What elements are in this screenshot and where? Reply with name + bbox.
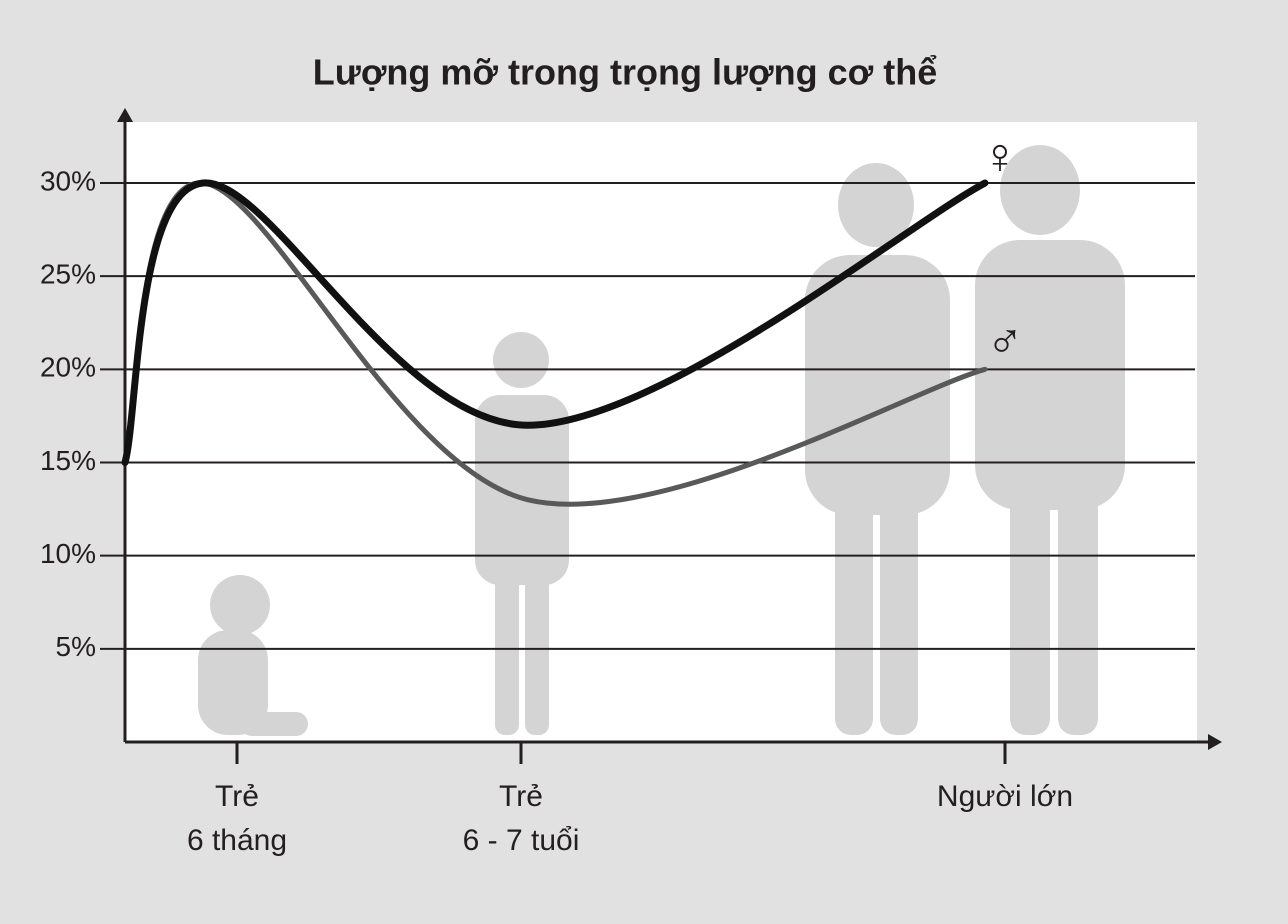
- x-tick-label: Trẻ 6 - 7 tuổi: [462, 780, 580, 857]
- silhouette-man: [1000, 145, 1080, 235]
- silhouette-man: [1010, 480, 1050, 735]
- x-axis-arrow: [1208, 734, 1222, 750]
- silhouette-child: [493, 332, 549, 388]
- legend-symbol: ♀: [981, 128, 1019, 184]
- silhouette-man: [975, 240, 1125, 510]
- y-tick-label: 5%: [56, 631, 96, 662]
- silhouette-child: [495, 570, 519, 735]
- silhouette-man: [1058, 480, 1098, 735]
- silhouette-woman: [805, 255, 950, 515]
- silhouette-baby: [240, 712, 308, 736]
- y-tick-label: 20%: [40, 352, 96, 383]
- silhouette-woman: [835, 480, 873, 735]
- grid: [100, 182, 1195, 650]
- silhouette-baby: [198, 630, 268, 735]
- silhouette-child: [475, 395, 569, 585]
- data-line: [121, 179, 989, 466]
- chart-title: Lượng mỡ trong trọng lượng cơ thể: [313, 52, 937, 93]
- legend-symbol: ♂: [986, 313, 1024, 369]
- silhouette-child: [525, 570, 549, 735]
- y-axis-arrow: [117, 108, 133, 122]
- y-tick-label: 15%: [40, 445, 96, 476]
- silhouette-woman: [880, 480, 918, 735]
- y-tick-label: 25%: [40, 259, 96, 290]
- silhouettes: [198, 145, 1125, 736]
- x-tick-label: Trẻ 6 tháng: [186, 780, 288, 857]
- y-tick-label: 10%: [40, 538, 96, 569]
- silhouette-baby: [210, 575, 270, 635]
- y-tick-label: 30%: [40, 165, 96, 196]
- lines: [121, 179, 989, 507]
- x-tick-label: Người lớn: [936, 780, 1074, 813]
